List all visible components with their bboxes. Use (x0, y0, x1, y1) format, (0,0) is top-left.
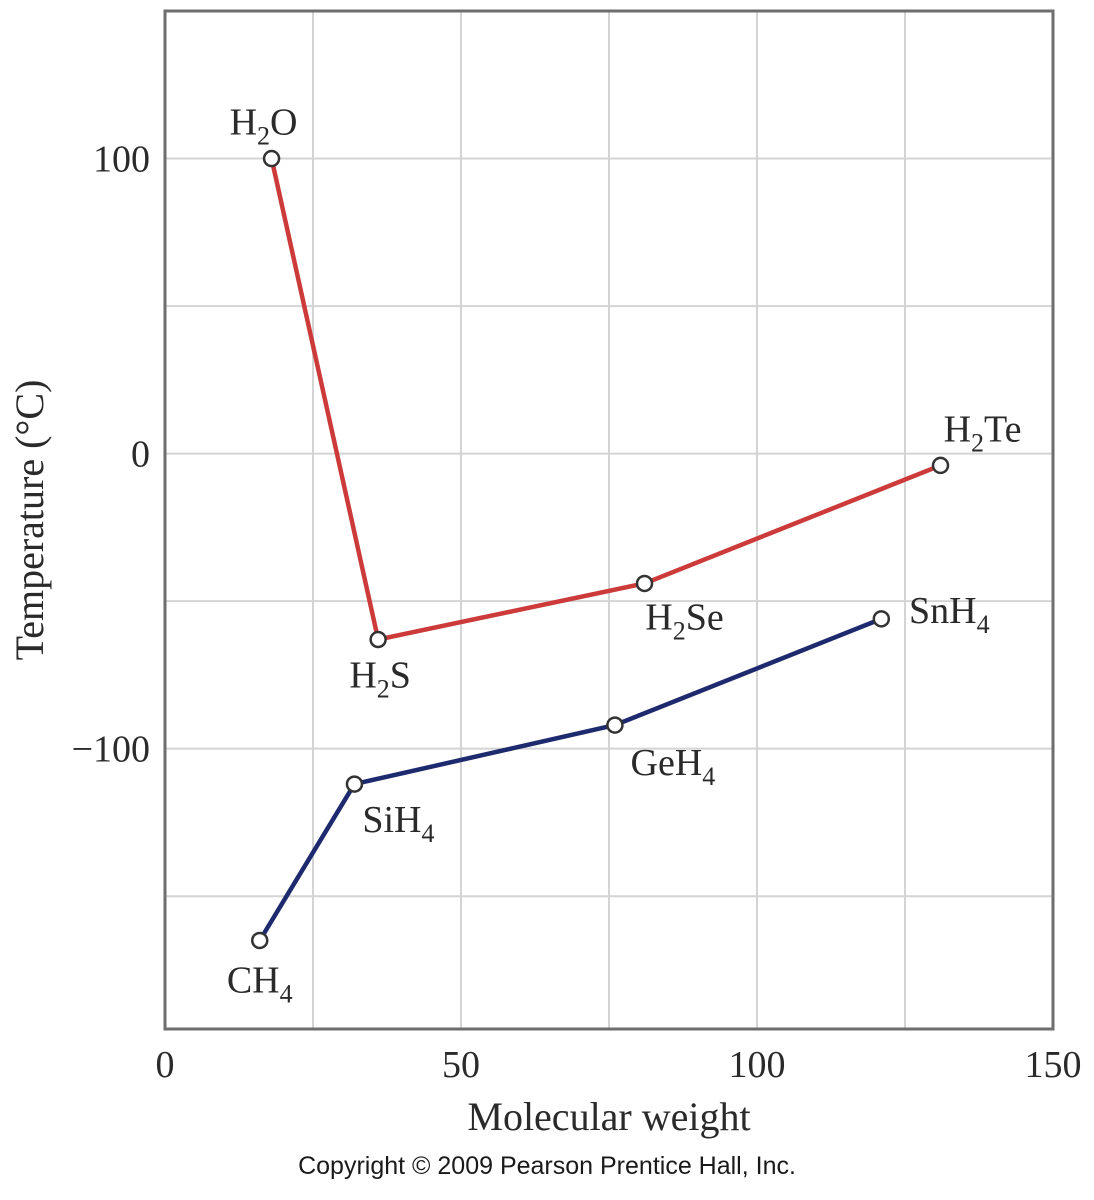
data-point-marker (369, 630, 387, 649)
x-tick-label: 50 (442, 1044, 480, 1086)
data-point-marker (635, 574, 654, 593)
point-label: H2Se (645, 596, 723, 645)
plot-frame (163, 9, 1055, 1031)
x-tick-label: 100 (729, 1044, 786, 1086)
tick-labels: 0 50 100 150 100 0 −100 (72, 139, 1082, 1086)
x-tick-label: 0 (156, 1044, 175, 1086)
point-label: CH4 (227, 959, 293, 1008)
grid (165, 11, 1053, 1029)
point-labels: H2O H2S H2Se H2Te CH4 SiH4 GeH4 SnH4 (227, 102, 1022, 1009)
series-line-2 (257, 616, 883, 942)
point-label: H2S (349, 655, 411, 704)
data-point-marker (250, 931, 269, 950)
x-tick-label: 150 (1025, 1044, 1082, 1086)
point-label: H2Te (944, 408, 1022, 457)
data-point-marker (345, 775, 364, 793)
point-label: GeH4 (631, 742, 716, 791)
point-label: SiH4 (362, 799, 434, 848)
copyright-notice: Copyright © 2009 Pearson Prentice Hall, … (298, 1152, 796, 1180)
y-axis-title: Temperature (°C) (7, 380, 52, 661)
series (250, 149, 950, 950)
series-line-1 (269, 158, 942, 642)
point-label: H2O (230, 102, 298, 151)
data-point-marker (606, 716, 624, 734)
y-tick-label: 0 (131, 434, 150, 476)
y-tick-label: 100 (93, 139, 150, 181)
x-axis-title: Molecular weight (467, 1094, 750, 1139)
y-tick-label: −100 (72, 729, 150, 771)
data-point-marker (872, 610, 891, 628)
data-point-marker (931, 456, 950, 475)
point-label: SnH4 (909, 590, 990, 639)
data-point-marker (262, 149, 281, 168)
